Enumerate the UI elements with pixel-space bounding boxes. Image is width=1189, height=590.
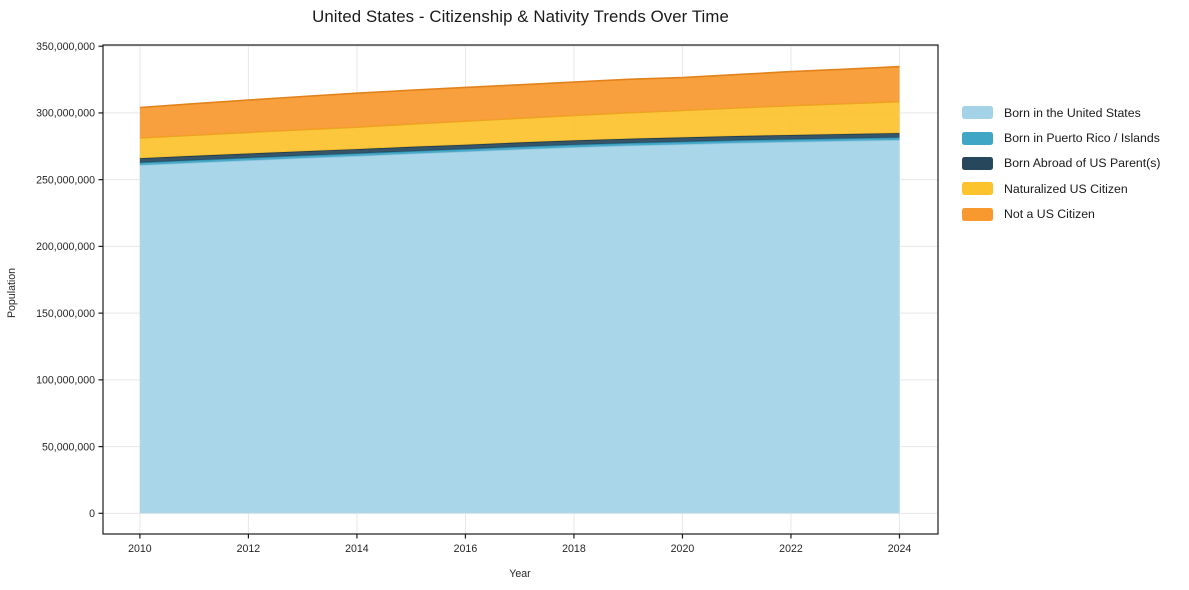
y-tick-label: 150,000,000: [36, 308, 95, 320]
y-tick-label: 300,000,000: [36, 108, 95, 120]
legend-item-born-abroad-of-us-parent-s: Born Abroad of US Parent(s): [962, 151, 1161, 176]
legend-swatch: [962, 156, 993, 170]
y-tick-label: 250,000,000: [36, 174, 95, 186]
legend-swatch: [962, 106, 993, 120]
legend-label: Born Abroad of US Parent(s): [1004, 156, 1161, 171]
x-tick-label: 2018: [562, 543, 586, 555]
legend-item-naturalized-us-citizen: Naturalized US Citizen: [962, 176, 1161, 201]
area-edge-not-a-us-citizen: [139, 65, 900, 109]
x-tick-label: 2014: [345, 543, 369, 555]
x-axis-label: Year: [509, 568, 531, 580]
chart-title: United States - Citizenship & Nativity T…: [312, 7, 729, 26]
legend-item-born-in-the-united-states: Born in the United States: [962, 100, 1161, 125]
legend-item-born-in-puerto-rico-islands: Born in Puerto Rico / Islands: [962, 125, 1161, 150]
area-naturalized-us-citizen: [139, 101, 900, 159]
area-born-abroad-of-us-parent-s: [139, 133, 900, 163]
x-tick-label: 2020: [671, 543, 695, 555]
area-born-in-the-united-states: [139, 139, 900, 514]
y-tick-label: 350,000,000: [36, 41, 95, 53]
x-tick-label: 2016: [454, 543, 478, 555]
y-tick-label: 100,000,000: [36, 375, 95, 387]
plot-border: [102, 44, 939, 535]
chart-layers: 2010 2012 2014 2016 2018 2020 2022 2024 0 50,000,…: [36, 41, 939, 555]
x-tick-label: 2010: [128, 543, 152, 555]
legend-swatch: [962, 207, 993, 221]
y-tick-label: 50,000,000: [42, 441, 95, 453]
x-tick-label: 2024: [888, 543, 912, 555]
legend-label: Born in Puerto Rico / Islands: [1004, 131, 1160, 146]
y-tick-label: 0: [89, 508, 95, 520]
legend-label: Naturalized US Citizen: [1004, 181, 1128, 196]
legend-swatch: [962, 182, 993, 196]
area-not-a-us-citizen: [139, 66, 900, 138]
legend-label: Born in the United States: [1004, 105, 1141, 120]
legend: Born in the United States Born in Puerto …: [962, 100, 1161, 227]
legend-swatch: [962, 131, 993, 145]
y-axis-label: Population: [6, 268, 18, 318]
x-tick-label: 2012: [237, 543, 261, 555]
x-tick-label: 2022: [779, 543, 803, 555]
legend-label: Not a US Citizen: [1004, 207, 1095, 222]
legend-item-not-a-us-citizen: Not a US Citizen: [962, 202, 1161, 227]
area-born-in-puerto-rico-islands: [139, 137, 900, 165]
y-tick-label: 200,000,000: [36, 241, 95, 253]
